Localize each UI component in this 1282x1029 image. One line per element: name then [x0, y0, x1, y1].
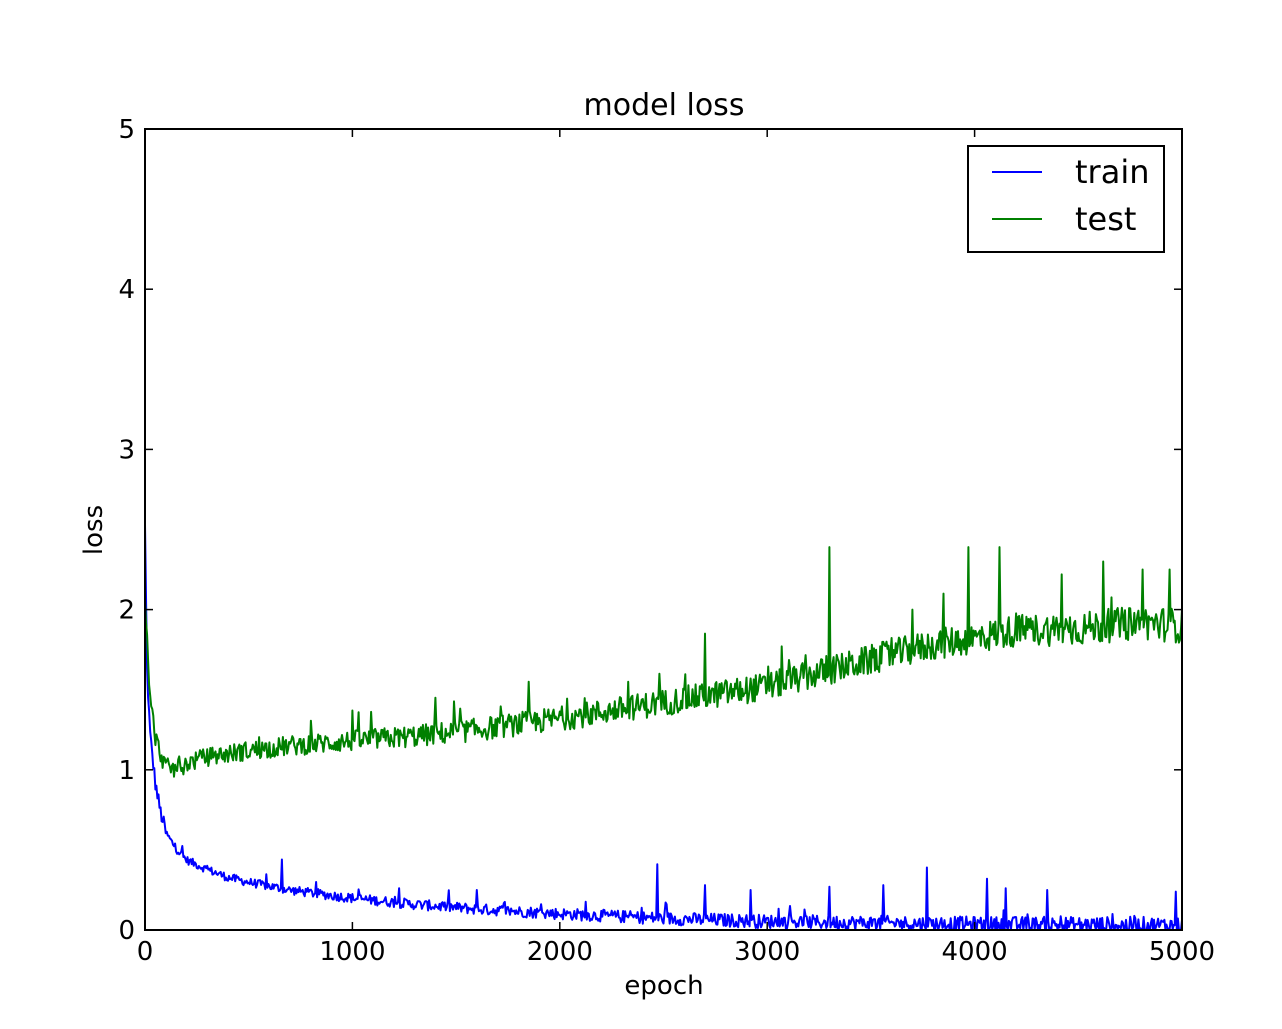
series-line-test — [144, 546, 1183, 778]
legend-train-label: train — [1075, 153, 1149, 191]
x-tick-label: 2000 — [527, 937, 593, 967]
chart-title: model loss — [584, 88, 745, 123]
series-line-train — [144, 524, 1183, 931]
x-tick-label: 5000 — [1149, 937, 1215, 967]
y-tick-label: 3 — [118, 435, 135, 465]
legend: train test — [967, 145, 1165, 253]
x-tick-label: 3000 — [734, 937, 800, 967]
y-tick-label: 2 — [118, 596, 135, 626]
y-tick-label: 5 — [118, 115, 135, 145]
y-tick-label: 0 — [118, 916, 135, 946]
y-tick-label: 1 — [118, 756, 135, 786]
x-tick-label: 4000 — [942, 937, 1008, 967]
legend-test-label: test — [1075, 200, 1136, 238]
x-tick-label: 0 — [137, 937, 154, 967]
plot-area — [145, 129, 1182, 930]
axes-frame — [144, 128, 1183, 931]
x-axis-label: epoch — [624, 971, 703, 1001]
y-tick-label: 4 — [118, 275, 135, 305]
legend-box — [967, 145, 1165, 253]
x-tick-label: 1000 — [319, 937, 385, 967]
y-axis-label: loss — [79, 505, 109, 555]
